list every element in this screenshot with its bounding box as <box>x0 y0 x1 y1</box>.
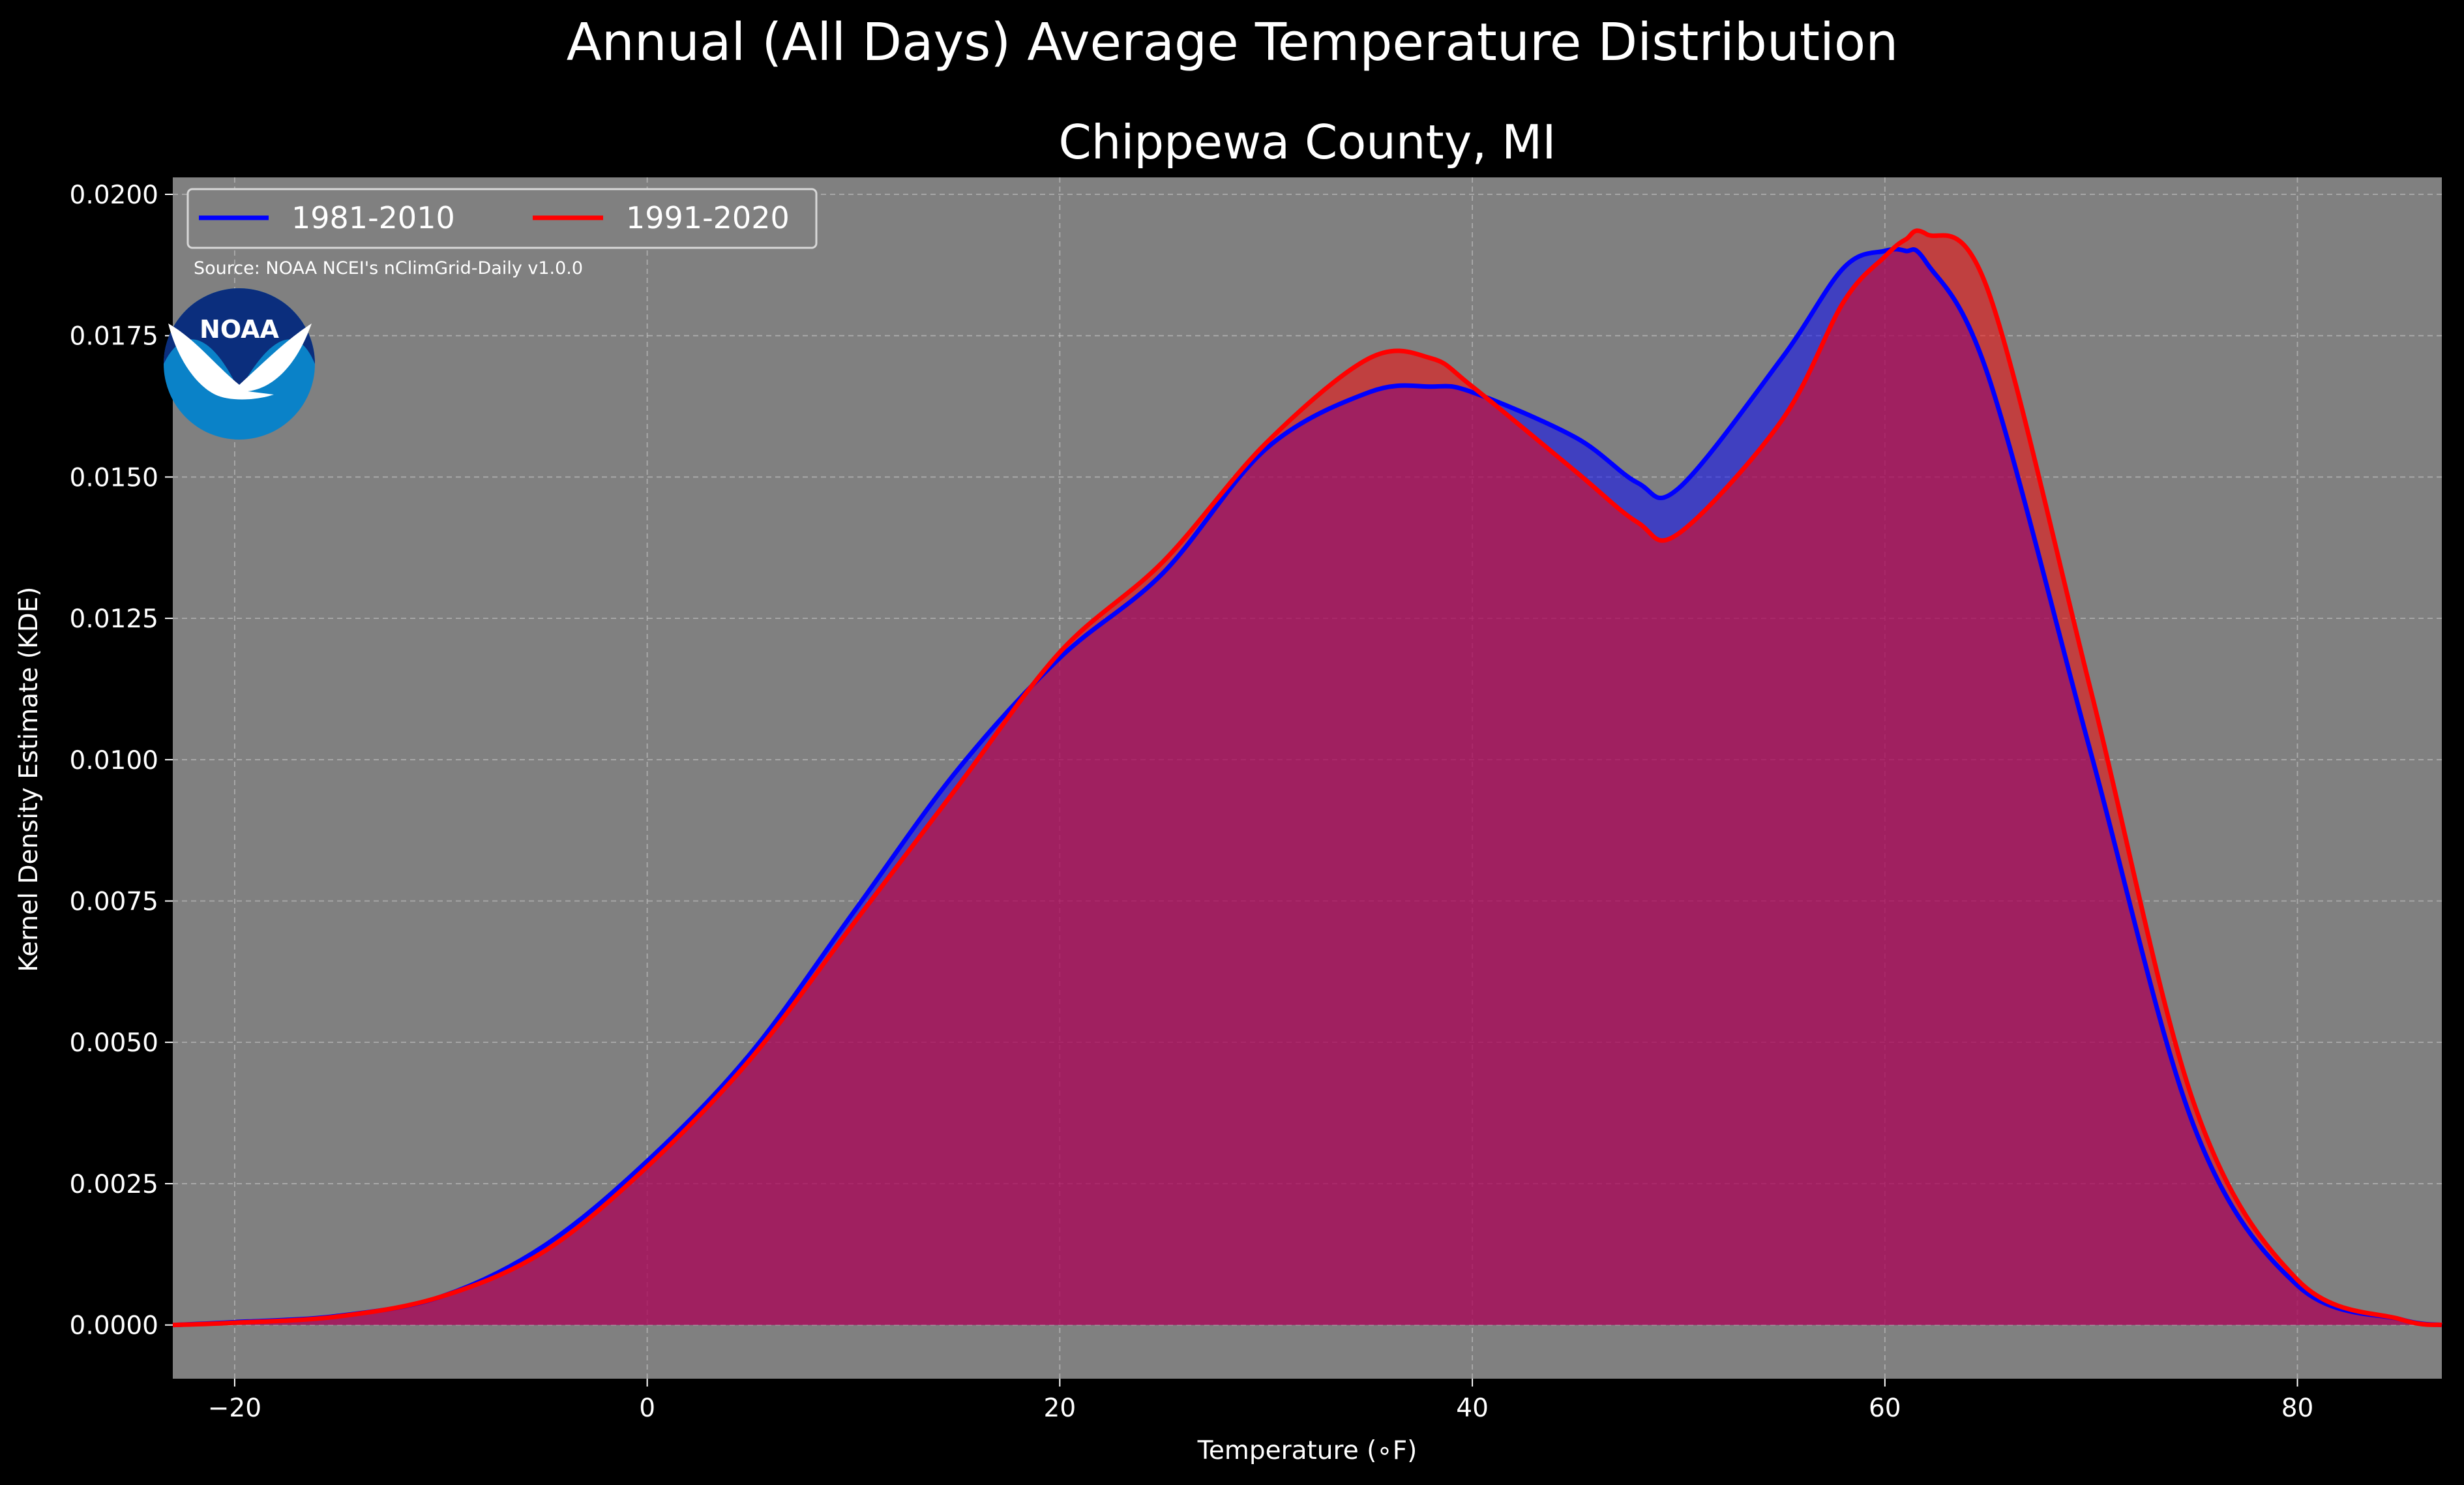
y-tick-label: 0.0025 <box>70 1170 158 1199</box>
y-tick-label: 0.0000 <box>70 1312 158 1341</box>
x-tick-label: −20 <box>208 1394 261 1423</box>
area-1991-2020 <box>173 230 2442 1325</box>
y-tick-label: 0.0100 <box>70 746 158 775</box>
y-axis-label: Kernel Density Estimate (KDE) <box>14 587 44 972</box>
y-tick-label: 0.0200 <box>70 181 158 210</box>
legend-label-1981-2010: 1981-2010 <box>291 200 455 235</box>
density-areas <box>173 230 2442 1325</box>
x-axis-ticks: −20 0 20 40 60 80 <box>208 1379 2314 1423</box>
y-tick-label: 0.0075 <box>70 888 158 917</box>
y-tick-label: 0.0150 <box>70 463 158 492</box>
y-tick-label: 0.0125 <box>70 605 158 634</box>
y-tick-label: 0.0050 <box>70 1028 158 1058</box>
x-tick-label: 20 <box>1044 1394 1076 1423</box>
legend-box <box>186 188 818 249</box>
legend: 1981-2010 1991-2020 <box>186 188 818 249</box>
x-tick-label: 40 <box>1456 1394 1489 1423</box>
x-axis-label: Temperature (∘F) <box>1197 1436 1418 1465</box>
legend-label-1991-2020: 1991-2020 <box>626 200 790 235</box>
y-axis-ticks: 0.0000 0.0025 0.0050 0.0075 0.0100 0.0125 0.01… <box>70 181 173 1341</box>
noaa-gull-icon <box>168 323 312 400</box>
density-lines <box>172 228 2442 1328</box>
figure-suptitle: Annual (All Days) Average Temperature Di… <box>567 12 1899 72</box>
line-1991-2020 <box>172 228 2442 1328</box>
x-tick-label: 80 <box>2281 1394 2314 1423</box>
chart-title: Chippewa County, MI <box>1058 115 1556 170</box>
source-note: Source: NOAA NCEI's nClimGrid-Daily v1.0… <box>194 258 583 278</box>
noaa-logo: NOAA <box>164 288 315 440</box>
noaa-logo-top <box>164 288 315 391</box>
y-tick-label: 0.0175 <box>70 322 158 352</box>
x-tick-label: 0 <box>639 1394 655 1423</box>
x-tick-label: 60 <box>1869 1394 1901 1423</box>
line-1981-2010 <box>172 247 2442 1328</box>
noaa-logo-text: NOAA <box>200 315 279 344</box>
